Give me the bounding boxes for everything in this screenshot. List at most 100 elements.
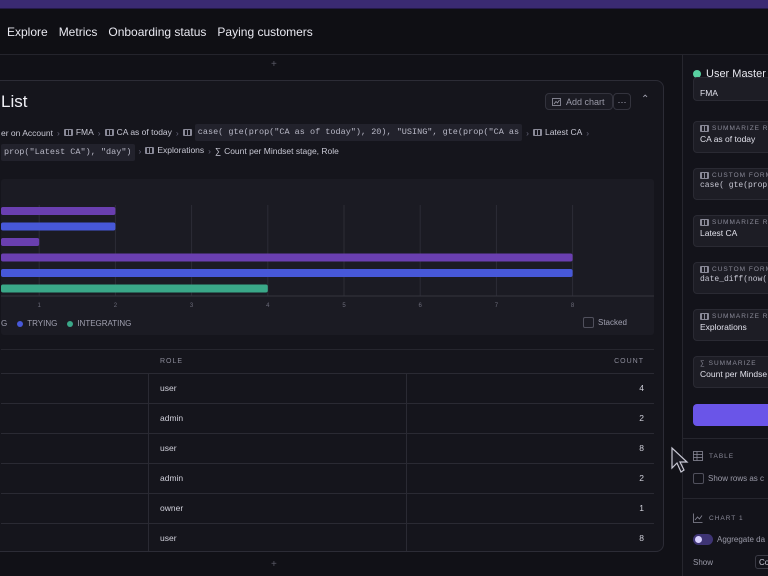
step-latest-ca[interactable]: SUMMARIZE RE Latest CA [693,215,768,247]
stacked-checkbox-box[interactable] [583,317,594,328]
bar[interactable] [1,222,116,231]
cell-count: 1 [639,503,644,513]
legend-item-integrating[interactable]: INTEGRATING [67,319,131,328]
step-explorations-value: Explorations [700,322,747,332]
chevron-right-icon: › [208,146,211,156]
crumb-date-formula-label: prop("Latest CA"), "day") [1,144,135,161]
bar-chart-svg: 1 2 3 4 5 6 7 8 [1,205,654,309]
column-divider [148,494,149,524]
x-tick-label: 8 [571,303,575,309]
bar[interactable] [1,269,573,277]
table-row[interactable]: owner 1 [1,493,654,524]
crumb-case-formula[interactable]: case( gte(prop("CA as of today"), 20), "… [182,124,523,141]
legend-integrating-swatch [67,320,74,327]
cell-role: owner [160,503,184,513]
column-divider [148,404,149,434]
crumb-latest-ca[interactable]: Latest CA [532,124,583,141]
more-options-button[interactable]: ··· [613,93,631,110]
step-explorations[interactable]: SUMMARIZE RE Explorations [693,309,768,341]
show-rows-checkbox[interactable] [693,473,704,484]
step-ca-today-value: CA as of today [700,134,756,144]
table-row[interactable]: admin 2 [1,403,654,434]
mouse-cursor-icon [671,446,689,473]
legend-item-trying[interactable]: TRYING [17,319,57,328]
table-row[interactable]: user 8 [1,523,654,551]
status-dot [693,70,701,78]
x-tick-label: 5 [342,303,346,309]
crumb-count[interactable]: ∑ Count per Mindset stage, Role [215,143,339,160]
crumb-date-formula[interactable]: prop("Latest CA"), "day") [1,144,135,161]
add-block-bottom-icon[interactable]: + [271,559,277,570]
top-nav: Explore Metrics Onboarding status Paying… [0,9,768,55]
bar-chart: 1 2 3 4 5 6 7 8 G TRYING INTEGRATING Stacked [1,179,654,335]
show-rows-option[interactable]: Show rows as c [693,473,764,484]
bar[interactable] [1,284,268,293]
legend-item-g[interactable]: G [1,319,7,328]
step-case-formula[interactable]: CUSTOM FORM case( gte(prop [693,168,768,200]
aggregate-option[interactable]: Aggregate da [693,534,765,545]
chevron-right-icon: › [586,128,590,138]
card-title: List [1,92,28,111]
x-tick-label: 7 [495,303,499,309]
chevron-right-icon: › [138,146,142,156]
bar[interactable] [1,253,573,262]
crumb-fma-label: FMA [75,127,94,137]
step-kind-label: CUSTOM FORM [712,172,768,179]
crumb-fma[interactable]: FMA [63,124,94,141]
aggregate-toggle[interactable] [693,534,713,545]
run-button[interactable] [693,404,768,426]
right-sidebar: User Master FMA SUMMARIZE RE CA as of to… [682,55,768,576]
x-tick-label: 3 [190,303,194,309]
nav-explore[interactable]: Explore [7,24,48,39]
step-ca-today[interactable]: SUMMARIZE RE CA as of today [693,121,768,153]
column-divider [148,374,149,404]
add-block-top-icon[interactable]: + [271,59,277,70]
sigma-icon: ∑ [215,146,222,156]
table-icon [693,451,703,461]
crumb-ca-today[interactable]: CA as of today [104,124,172,141]
cell-role: admin [160,413,184,423]
chart-icon [552,97,561,106]
column-icon [700,172,709,179]
step-fma-value: FMA [700,88,718,98]
step-kind: CUSTOM FORM [700,266,768,273]
add-chart-button[interactable]: Add chart [545,93,613,110]
step-kind: SUMMARIZE RE [700,219,768,226]
table-row[interactable]: user 8 [1,433,654,464]
step-count[interactable]: ∑ SUMMARIZE Count per Mindse [693,356,768,388]
crumb-account[interactable]: er on Account [1,125,53,142]
stacked-label: Stacked [598,318,627,327]
legend-trying-label: TRYING [27,319,58,328]
crumb-latest-ca-label: Latest CA [544,127,583,137]
step-kind: SUMMARIZE RE [700,313,768,320]
nav-onboarding-status[interactable]: Onboarding status [108,24,207,39]
bar[interactable] [1,238,40,246]
bar[interactable] [1,207,116,215]
main-canvas: + + List Add chart ··· ⌃ er on Account › F… [0,55,682,576]
show-option-label: Show [693,558,713,567]
column-divider [148,464,149,494]
column-icon [700,313,709,320]
show-rows-label: Show rows as c [708,474,765,483]
nav-paying-customers[interactable]: Paying customers [217,24,313,39]
column-header-count[interactable]: COUNT [614,358,644,365]
stacked-checkbox[interactable]: Stacked [583,317,627,328]
column-icon [532,129,542,136]
cell-role: user [160,443,177,453]
column-header-role[interactable]: ROLE [160,358,184,365]
show-select[interactable]: Co [755,555,768,569]
chevron-up-icon[interactable]: ⌃ [641,94,650,105]
nav-metrics[interactable]: Metrics [58,24,98,39]
table-row[interactable]: admin 2 [1,463,654,494]
show-label: Show [693,558,714,567]
aggregate-label: Aggregate da [717,535,766,544]
table-row[interactable]: user 4 [1,373,654,404]
table-section-label: TABLE [693,451,734,461]
step-fma[interactable]: FMA [693,77,768,101]
list-card: List Add chart ··· ⌃ er on Account › FMA › C… [0,80,664,552]
pipeline-breadcrumb: er on Account › FMA › CA as of today › case( g… [1,124,661,161]
column-icon [700,125,709,132]
legend-trying-swatch [17,320,24,327]
step-date-formula[interactable]: CUSTOM FORM date_diff(now( [693,262,768,294]
crumb-explorations[interactable]: Explorations [145,142,204,159]
